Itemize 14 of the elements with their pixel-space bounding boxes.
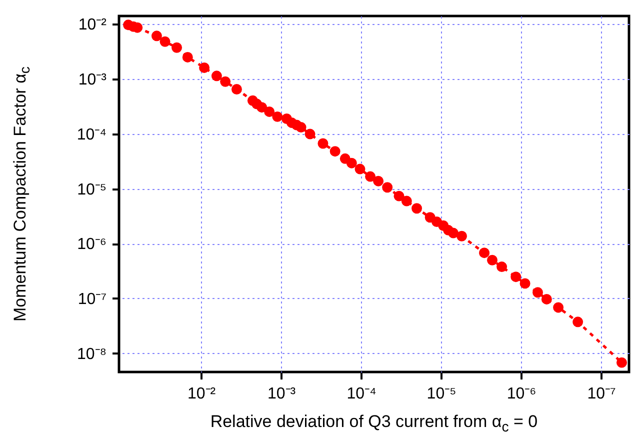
x-tick-label: 10⁻⁶: [506, 386, 536, 402]
x-tick-label: 10⁻⁴: [346, 386, 376, 402]
y-tick-label: 10⁻²: [78, 16, 108, 34]
y-tick-label: 10⁻⁵: [77, 181, 106, 198]
y-tick-label: 10⁻⁶: [77, 236, 106, 254]
x-tick-label: 10⁻²: [187, 386, 216, 402]
y-tick-label: 10⁻⁴: [76, 126, 107, 144]
x-tick-label: 10⁻⁵: [426, 386, 456, 402]
y-tick-label: 10⁻³: [78, 72, 108, 89]
x-tick-label: 10⁻³: [267, 386, 296, 402]
x-axis-title: Relative deviation of Q3 current from α$_{c}$ = 0: [209, 412, 539, 436]
y-tick-label: 10⁻⁷: [78, 290, 107, 308]
x-tick-label: 10⁻⁷: [587, 386, 616, 402]
y-tick-label: 10⁻⁸: [76, 346, 106, 363]
